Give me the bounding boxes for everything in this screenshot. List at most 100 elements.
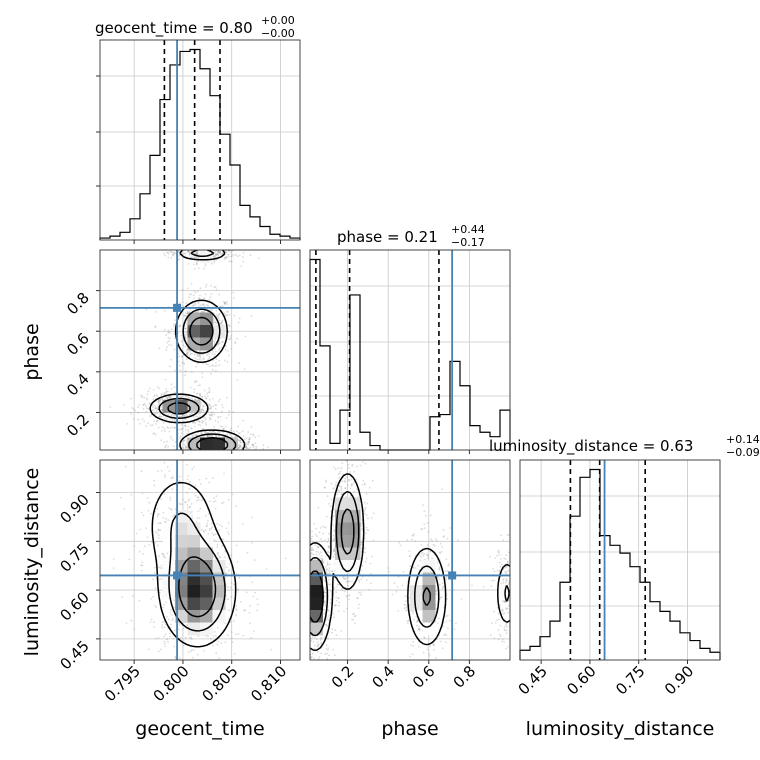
sample-point [239, 431, 241, 434]
sample-point [250, 315, 253, 317]
sample-point [197, 301, 200, 304]
sample-point [325, 515, 328, 518]
sample-point [365, 579, 368, 582]
sample-point [163, 620, 166, 623]
sample-point [248, 437, 251, 440]
sample-point [320, 652, 322, 655]
sample-point [141, 561, 144, 564]
sample-point [252, 434, 255, 437]
sample-point [408, 550, 411, 552]
sample-point [417, 625, 420, 628]
sample-point [307, 578, 309, 580]
sample-point [195, 454, 197, 456]
sample-point [313, 675, 315, 677]
sample-point [325, 566, 327, 568]
sample-point [181, 288, 184, 291]
sample-point [182, 247, 184, 249]
hist-step-phase [309, 258, 511, 451]
sample-point [162, 393, 165, 396]
sample-point [187, 425, 190, 428]
sample-point [198, 454, 200, 456]
sample-point [243, 438, 246, 441]
sample-point [194, 422, 197, 424]
sample-point [203, 649, 205, 652]
sample-point [199, 424, 202, 427]
sample-point [442, 529, 445, 532]
sample-point [192, 463, 194, 465]
sample-point [149, 415, 151, 418]
sample-point [251, 581, 254, 584]
sample-point [202, 454, 204, 456]
sample-point [251, 443, 254, 446]
sample-point [198, 353, 201, 356]
sample-point [358, 591, 360, 594]
sample-point [177, 332, 180, 335]
sample-point [403, 607, 406, 610]
sample-point [230, 427, 233, 430]
sample-point [315, 550, 318, 553]
sample-point [349, 471, 352, 473]
sample-point [199, 451, 201, 453]
sample-point [411, 653, 414, 656]
sample-point [306, 628, 308, 630]
sample-point [238, 444, 241, 447]
sample-point [361, 529, 363, 532]
sample-point [184, 453, 186, 455]
sample-point [351, 463, 354, 466]
sample-point [326, 652, 328, 655]
sample-point [215, 288, 218, 291]
sample-point [211, 526, 213, 528]
sample-point [245, 437, 248, 440]
sample-point [173, 420, 176, 422]
sample-point [218, 359, 221, 362]
sample-point [152, 389, 155, 391]
sample-point [188, 663, 190, 665]
sample-point [157, 404, 160, 406]
sample-point [240, 441, 242, 444]
sample-point [200, 450, 202, 452]
sample-point [422, 554, 425, 557]
sample-point [307, 597, 309, 599]
sample-point [184, 456, 186, 458]
sample-point [224, 348, 227, 351]
sample-point [302, 633, 304, 635]
sample-point [307, 574, 309, 576]
sample-point [171, 475, 174, 478]
sample-point [192, 416, 195, 418]
sample-point [342, 575, 345, 578]
sample-point [204, 397, 207, 400]
sample-point [159, 529, 162, 531]
sample-point [223, 300, 225, 303]
sample-point [214, 353, 216, 356]
sample-point [412, 644, 415, 647]
sample-point [243, 368, 246, 370]
sample-point [137, 406, 139, 409]
sample-point [338, 444, 340, 446]
sample-point [214, 431, 217, 434]
sample-point [164, 452, 166, 454]
sample-point [145, 308, 148, 311]
sample-point [427, 555, 430, 557]
sample-point [147, 390, 150, 393]
sample-point [155, 394, 158, 396]
sample-point [350, 483, 353, 486]
sample-point [228, 533, 230, 536]
sample-point [202, 409, 205, 411]
panel-frame [519, 459, 721, 661]
sample-point [325, 479, 327, 482]
sample-point [218, 450, 220, 452]
sample-point [337, 456, 339, 458]
sample-point [290, 586, 292, 588]
sample-point [246, 591, 248, 594]
sample-point [196, 463, 198, 465]
sample-point [215, 452, 217, 454]
sample-point [173, 599, 176, 602]
sample-point [335, 634, 338, 637]
sample-point [328, 532, 330, 535]
sample-point [153, 626, 155, 628]
sample-point [178, 355, 180, 358]
sample-point [431, 642, 434, 645]
sample-point [166, 241, 168, 243]
sample-point [449, 675, 451, 677]
sample-point [206, 454, 208, 456]
